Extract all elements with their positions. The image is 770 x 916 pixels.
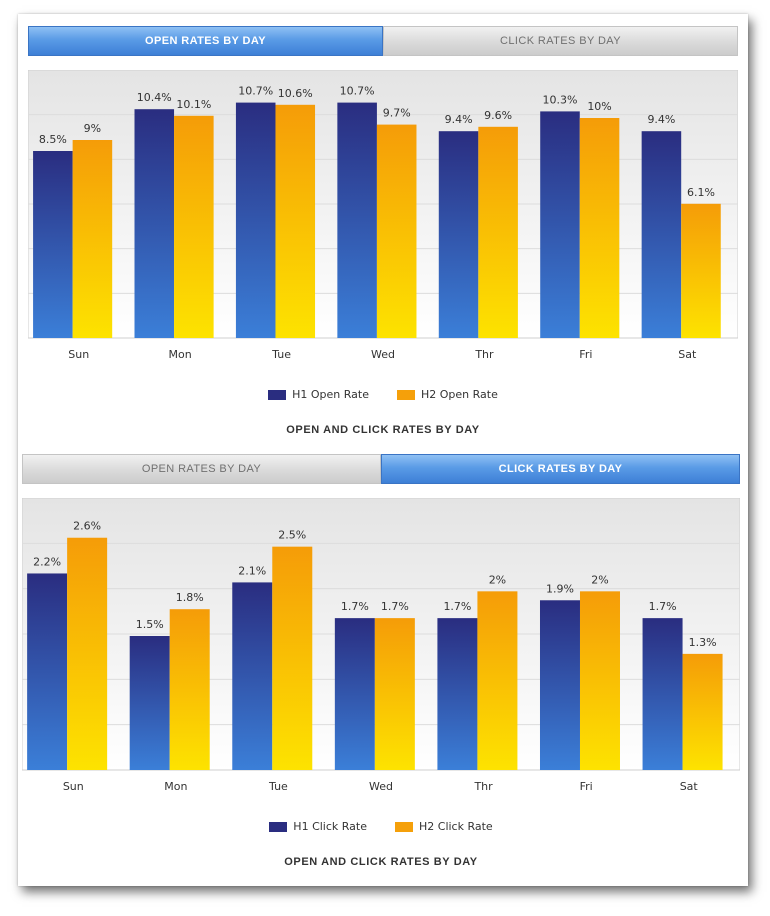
x-tick-label: Fri bbox=[579, 348, 592, 361]
data-label: 1.5% bbox=[136, 618, 164, 631]
legend-label-h2-open: H2 Open Rate bbox=[421, 388, 498, 401]
bar-h2-click-rate-sat bbox=[682, 653, 723, 770]
legend-swatch-h2-click bbox=[395, 821, 413, 832]
data-label: 10.6% bbox=[278, 87, 313, 100]
data-label: 1.7% bbox=[381, 600, 409, 613]
x-tick-label: Sat bbox=[680, 780, 699, 793]
bar-h2-click-rate-sun bbox=[67, 537, 108, 770]
bar-h1-click-rate-fri bbox=[539, 600, 580, 770]
bar-h2-click-rate-mon bbox=[169, 609, 210, 770]
panel1-tabs: OPEN RATES BY DAY CLICK RATES BY DAY bbox=[28, 26, 738, 56]
x-tick-label: Mon bbox=[169, 348, 192, 361]
data-label: 10.1% bbox=[176, 98, 211, 111]
legend-item-h1-open[interactable]: H1 Open Rate bbox=[268, 388, 369, 401]
click-rates-legend: H1 Click Rate H2 Click Rate bbox=[22, 820, 740, 833]
open-rates-legend: H1 Open Rate H2 Open Rate bbox=[28, 388, 738, 401]
data-label: 2% bbox=[591, 573, 608, 586]
bar-h2-click-rate-fri bbox=[579, 591, 620, 770]
x-tick-label: Sun bbox=[68, 348, 89, 361]
x-tick-label: Mon bbox=[164, 780, 187, 793]
legend-swatch-h2 bbox=[397, 389, 415, 400]
click-rates-chart: 2.2% 2.6% Sun 1.5% 1.8% Mon 2.1% 2.5% Tue 1.7% 1.7… bbox=[22, 498, 740, 793]
tab-open-rates-2[interactable]: OPEN RATES BY DAY bbox=[22, 454, 381, 484]
data-label: 6.1% bbox=[687, 186, 715, 199]
data-label: 1.8% bbox=[176, 591, 204, 604]
click-rates-footer-title: OPEN AND CLICK RATES BY DAY bbox=[284, 856, 478, 868]
x-tick-label: Sun bbox=[63, 780, 84, 793]
x-tick-label: Tue bbox=[268, 780, 288, 793]
x-tick-label: Fri bbox=[580, 780, 593, 793]
bar-h2-open-rate-tue bbox=[275, 104, 316, 338]
bar-h1-click-rate-tue bbox=[232, 582, 273, 770]
legend-swatch-h1 bbox=[268, 389, 287, 400]
data-label: 2.6% bbox=[73, 520, 101, 533]
bar-h2-click-rate-tue bbox=[272, 546, 313, 770]
x-tick-label: Wed bbox=[371, 348, 395, 361]
data-label: 9.4% bbox=[647, 113, 675, 126]
data-label: 1.7% bbox=[649, 600, 677, 613]
bar-h2-open-rate-thr bbox=[478, 126, 518, 338]
data-label: 1.7% bbox=[341, 600, 369, 613]
bar-h1-click-rate-thr bbox=[437, 618, 478, 770]
data-label: 9.6% bbox=[484, 109, 512, 122]
bar-h1-click-rate-mon bbox=[129, 636, 170, 770]
data-label: 1.3% bbox=[689, 636, 717, 649]
data-label: 10% bbox=[587, 100, 611, 113]
bar-h1-click-rate-sat bbox=[642, 618, 683, 770]
open-rates-footer-title: OPEN AND CLICK RATES BY DAY bbox=[286, 424, 480, 436]
bar-h1-open-rate-fri bbox=[540, 111, 580, 339]
bar-h1-open-rate-thr bbox=[438, 131, 479, 338]
bar-h2-open-rate-sat bbox=[681, 203, 721, 338]
bar-h1-open-rate-wed bbox=[337, 102, 377, 338]
data-label: 2.2% bbox=[33, 555, 61, 568]
data-label: 2.1% bbox=[238, 564, 266, 577]
x-tick-label: Wed bbox=[369, 780, 393, 793]
data-label: 1.9% bbox=[546, 582, 574, 595]
bar-h2-open-rate-sun bbox=[72, 140, 113, 338]
data-label: 10.7% bbox=[340, 85, 375, 98]
x-tick-label: Thr bbox=[473, 780, 493, 793]
legend-item-h2-open[interactable]: H2 Open Rate bbox=[397, 388, 498, 401]
data-label: 9% bbox=[84, 122, 101, 135]
tab-click-rates-2[interactable]: CLICK RATES BY DAY bbox=[381, 454, 740, 484]
open-rates-chart: 8.5% 9% Sun 10.4% 10.1% Mon 10.7% 10.6% Tue 10.7%… bbox=[28, 70, 738, 361]
data-label: 2% bbox=[489, 573, 506, 586]
data-label: 10.7% bbox=[238, 85, 273, 98]
bar-h1-click-rate-wed bbox=[334, 618, 375, 770]
tab-click-rates[interactable]: CLICK RATES BY DAY bbox=[383, 26, 738, 56]
bar-h2-click-rate-thr bbox=[477, 591, 518, 770]
data-label: 9.4% bbox=[445, 113, 473, 126]
legend-item-h2-click[interactable]: H2 Click Rate bbox=[395, 820, 493, 833]
legend-label-h2-click: H2 Click Rate bbox=[419, 820, 493, 833]
legend-label-h1-click: H1 Click Rate bbox=[293, 820, 367, 833]
bar-h1-open-rate-tue bbox=[235, 102, 276, 338]
bar-h1-open-rate-sun bbox=[33, 151, 73, 338]
data-label: 10.3% bbox=[543, 93, 578, 106]
x-tick-label: Tue bbox=[271, 348, 291, 361]
x-tick-label: Sat bbox=[678, 348, 697, 361]
bar-h2-open-rate-fri bbox=[579, 118, 620, 338]
data-label: 1.7% bbox=[443, 600, 471, 613]
bar-h1-open-rate-sat bbox=[641, 131, 682, 338]
data-label: 8.5% bbox=[39, 133, 67, 146]
tab-open-rates[interactable]: OPEN RATES BY DAY bbox=[28, 26, 383, 56]
data-label: 10.4% bbox=[137, 91, 172, 104]
rates-card: OPEN RATES BY DAY CLICK RATES BY DAY 8.5… bbox=[18, 14, 748, 886]
bar-h2-open-rate-mon bbox=[174, 115, 214, 338]
legend-label-h1-open: H1 Open Rate bbox=[292, 388, 369, 401]
bar-h1-open-rate-mon bbox=[134, 109, 175, 338]
legend-swatch-h1-click bbox=[269, 821, 288, 832]
bar-h2-open-rate-wed bbox=[376, 124, 417, 338]
bar-h1-click-rate-sun bbox=[27, 573, 68, 770]
bar-h2-click-rate-wed bbox=[374, 618, 415, 770]
data-label: 9.7% bbox=[383, 107, 411, 120]
x-tick-label: Thr bbox=[474, 348, 494, 361]
panel2-tabs: OPEN RATES BY DAY CLICK RATES BY DAY bbox=[22, 454, 740, 484]
data-label: 2.5% bbox=[278, 529, 306, 542]
legend-item-h1-click[interactable]: H1 Click Rate bbox=[269, 820, 367, 833]
